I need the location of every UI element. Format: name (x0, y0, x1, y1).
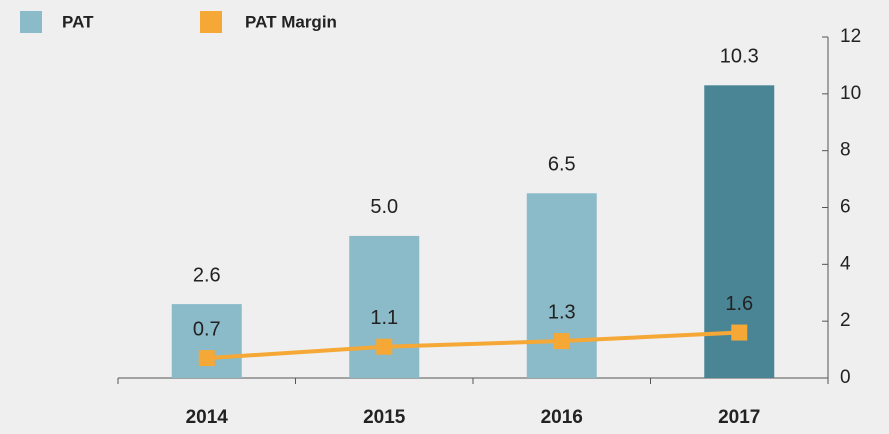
y-tick-label: 0 (840, 367, 851, 388)
y-tick-label: 12 (840, 26, 861, 47)
x-tick-label: 2017 (718, 407, 760, 428)
y-tick-label: 8 (840, 140, 851, 161)
x-tick-label: 2015 (363, 407, 406, 428)
data-label: 2.6 (193, 264, 221, 286)
legend-label: PAT Margin (245, 12, 337, 31)
data-label: 1.1 (370, 307, 398, 329)
y-tick-label: 4 (840, 253, 851, 274)
data-label: 1.3 (548, 301, 576, 323)
line (206, 330, 740, 361)
legend-swatch (200, 11, 222, 33)
x-tick-label: 2014 (186, 407, 229, 428)
data-label: 6.5 (548, 154, 576, 176)
y-tick-label: 6 (840, 197, 851, 218)
y-tick-label: 10 (840, 83, 861, 104)
legend-swatch (20, 11, 42, 33)
y-tick-label: 2 (840, 310, 851, 331)
marker (553, 333, 570, 350)
data-label: 0.7 (193, 318, 221, 340)
data-label: 5.0 (370, 196, 398, 218)
marker (376, 338, 393, 355)
bar (526, 193, 597, 378)
data-label: 1.6 (725, 293, 753, 315)
marker (731, 324, 748, 341)
bar (171, 304, 242, 378)
marker (198, 350, 215, 367)
data-label: 10.3 (720, 46, 759, 68)
legend-label: PAT (62, 12, 94, 31)
x-tick-label: 2016 (541, 407, 583, 428)
